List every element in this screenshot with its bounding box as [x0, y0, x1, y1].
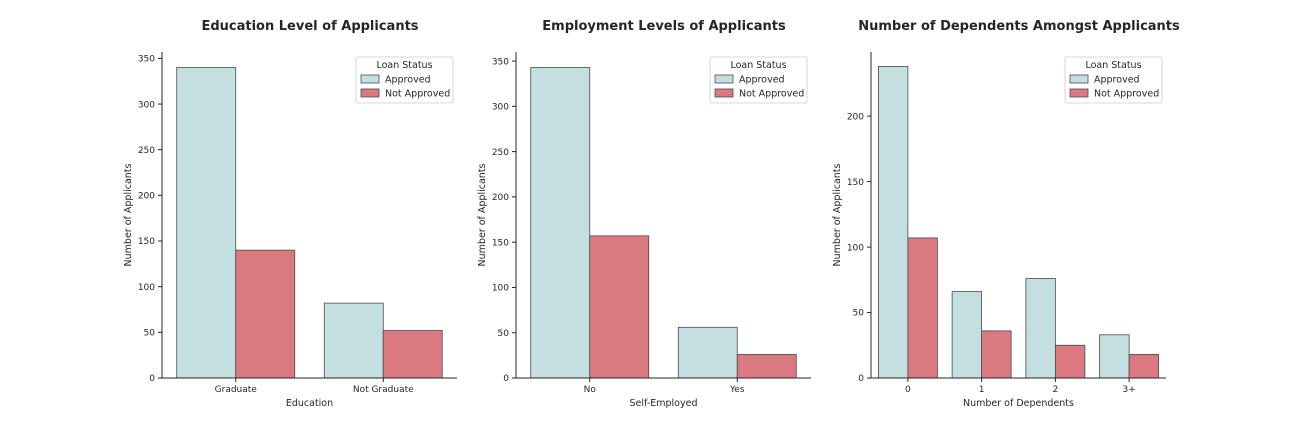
bar-not-approved-2	[1054, 344, 1086, 379]
y-tick-label: 300	[492, 103, 509, 113]
y-tick-label: 250	[138, 146, 155, 156]
legend-entry: Approved	[739, 75, 785, 86]
legend: Loan Status Approved Not Approved	[1064, 56, 1163, 104]
y-axis-label: Number of Applicants	[477, 163, 488, 266]
x-tick-label: 1	[979, 385, 985, 395]
legend-title: Loan Status	[1085, 60, 1141, 71]
y-tick-label: 250	[492, 148, 509, 158]
chart-title: Education Level of Applicants	[201, 19, 418, 34]
y-tick-label: 150	[492, 238, 509, 248]
y-tick-label: 50	[498, 329, 510, 339]
bar-approved-1	[951, 291, 983, 379]
y-tick-label: 50	[144, 329, 156, 339]
bar-not-approved-0	[589, 235, 650, 379]
x-tick-label: 0	[905, 385, 911, 395]
chart-title: Number of Dependents Amongst Applicants	[858, 19, 1180, 34]
legend-entry: Approved	[385, 75, 431, 86]
bar-approved-1	[677, 326, 738, 379]
chart-panel-1: Education Level of Applicants 0 50 100 150 20…	[123, 19, 457, 409]
y-tick-label: 200	[492, 193, 509, 203]
x-tick-label: Not Graduate	[353, 385, 414, 395]
legend: Loan Status Approved Not Approved	[355, 56, 454, 104]
x-tick-label: Graduate	[215, 385, 258, 395]
x-tick-label: Yes	[729, 385, 745, 395]
bar-not-approved-0	[235, 249, 296, 379]
y-tick-label: 0	[503, 374, 509, 384]
bar-approved-0	[176, 67, 237, 379]
y-tick-label: 50	[853, 309, 865, 319]
legend-swatch-not-approved	[1069, 88, 1089, 98]
y-tick-label: 100	[492, 284, 509, 294]
y-tick-label: 200	[138, 192, 155, 202]
legend: Loan Status Approved Not Approved	[709, 56, 808, 104]
x-axis-label: Education	[286, 398, 333, 409]
bar-not-approved-0	[907, 237, 938, 379]
bar-approved-2	[1025, 278, 1056, 379]
y-tick-label: 150	[138, 237, 155, 247]
y-tick-label: 0	[858, 374, 864, 384]
y-tick-label: 100	[138, 283, 155, 293]
bar-not-approved-3	[1128, 354, 1160, 379]
bar-not-approved-1	[736, 354, 797, 379]
legend-entry: Not Approved	[739, 89, 804, 100]
y-tick-label: 100	[847, 243, 864, 253]
chart-panel-3: Number of Dependents Amongst Applicants 0…	[832, 19, 1180, 409]
legend-title: Loan Status	[376, 60, 432, 71]
legend-swatch-approved	[714, 74, 734, 84]
y-tick-label: 0	[149, 374, 155, 384]
y-tick-label: 350	[492, 57, 509, 67]
chart-title: Employment Levels of Applicants	[542, 19, 786, 34]
bar-approved-0	[877, 66, 909, 379]
legend-swatch-approved	[1069, 74, 1089, 84]
x-axis-label: Number of Dependents	[963, 398, 1074, 409]
legend-title: Loan Status	[730, 60, 786, 71]
legend-frame	[709, 56, 808, 104]
legend-swatch-approved	[360, 74, 380, 84]
y-axis-label: Number of Applicants	[832, 163, 843, 266]
x-axis-label: Self-Employed	[629, 398, 697, 409]
bar-approved-3	[1099, 334, 1130, 379]
y-tick-label: 150	[847, 178, 864, 188]
y-axis-label: Number of Applicants	[123, 163, 134, 266]
chart-panel-2: Employment Levels of Applicants 0 50 100 150…	[477, 19, 811, 409]
legend-entry: Not Approved	[1094, 89, 1159, 100]
legend-frame	[355, 56, 454, 104]
legend-entry: Approved	[1094, 75, 1140, 86]
legend-swatch-not-approved	[360, 88, 380, 98]
y-tick-label: 300	[138, 100, 155, 110]
x-tick-label: 3+	[1122, 385, 1135, 395]
legend-entry: Not Approved	[385, 89, 450, 100]
bar-not-approved-1	[382, 330, 443, 379]
x-tick-label: No	[584, 385, 597, 395]
legend-swatch-not-approved	[714, 88, 734, 98]
legend-frame	[1064, 56, 1163, 104]
bar-approved-0	[530, 66, 591, 379]
y-tick-label: 200	[847, 112, 864, 122]
y-tick-label: 350	[138, 55, 155, 65]
bar-not-approved-1	[981, 330, 1012, 379]
x-tick-label: 2	[1053, 385, 1059, 395]
bar-approved-1	[323, 302, 384, 379]
